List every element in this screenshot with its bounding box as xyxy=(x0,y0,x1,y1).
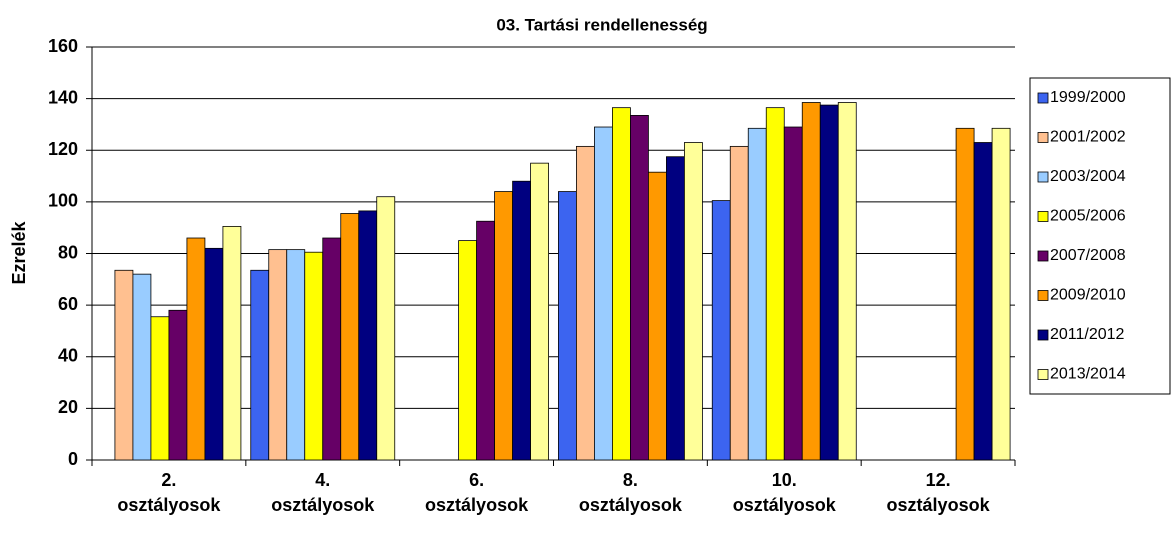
bar xyxy=(268,249,288,461)
legend-swatch xyxy=(1037,132,1049,143)
legend-label: 2013/2014 xyxy=(1050,366,1126,383)
bar xyxy=(150,316,170,461)
x-tick-label: 6. osztályosok xyxy=(425,470,529,515)
bar xyxy=(204,247,224,461)
bar xyxy=(991,127,1011,461)
y-tick-label: 160 xyxy=(48,36,78,56)
bar xyxy=(494,191,513,461)
chart-title: 03. Tartási rendellenesség xyxy=(496,15,707,34)
x-tick-label: 12. osztályosok xyxy=(886,470,990,515)
y-tick-label: 120 xyxy=(48,139,78,159)
bar xyxy=(358,210,378,461)
bar xyxy=(512,180,531,461)
y-tick-label: 0 xyxy=(68,449,78,469)
bar xyxy=(973,142,993,461)
bar xyxy=(612,107,631,461)
legend-swatch xyxy=(1037,211,1049,222)
legend-box xyxy=(1029,77,1171,395)
bar xyxy=(801,102,821,461)
bar xyxy=(576,145,595,461)
bar xyxy=(783,126,803,461)
legend-swatch xyxy=(1037,250,1049,262)
bar xyxy=(286,249,306,461)
bar xyxy=(340,213,360,461)
bar xyxy=(594,126,613,461)
bar xyxy=(250,269,270,461)
bar xyxy=(304,251,324,461)
bar xyxy=(837,102,857,461)
x-tick-label: 10. osztályosok xyxy=(732,470,836,515)
bar xyxy=(819,104,839,461)
legend-label: 2001/2002 xyxy=(1050,129,1126,146)
y-tick-label: 40 xyxy=(58,346,78,366)
bar xyxy=(630,115,649,461)
x-tick-label: 4. osztályosok xyxy=(271,470,375,515)
x-tick-label: 2. osztályosok xyxy=(117,470,221,515)
legend-label: 2003/2004 xyxy=(1050,168,1126,185)
legend-swatch xyxy=(1037,92,1049,104)
bar xyxy=(376,196,396,461)
bar xyxy=(530,162,549,461)
bar xyxy=(729,145,749,461)
bar xyxy=(747,127,767,461)
legend-label: 2007/2008 xyxy=(1050,247,1126,264)
bar xyxy=(666,156,685,461)
y-tick-label: 100 xyxy=(48,191,78,211)
legend-label: 2011/2012 xyxy=(1050,326,1125,343)
bar xyxy=(114,269,134,461)
bar xyxy=(558,191,577,461)
bar xyxy=(322,237,342,461)
y-axis-title: Ezrelék xyxy=(9,220,29,284)
bar xyxy=(132,273,152,461)
y-tick-label: 60 xyxy=(58,294,78,314)
bar xyxy=(186,237,206,461)
y-tick-label: 20 xyxy=(58,397,78,417)
bar xyxy=(476,220,495,461)
legend-label: 2009/2010 xyxy=(1050,287,1126,304)
legend-swatch xyxy=(1037,369,1049,380)
bar xyxy=(168,309,188,461)
legend-swatch xyxy=(1037,171,1049,183)
bar xyxy=(765,107,785,461)
bar xyxy=(222,225,242,461)
legend-swatch xyxy=(1037,329,1049,341)
y-tick-label: 80 xyxy=(58,242,78,262)
bar xyxy=(458,240,477,461)
bar xyxy=(684,142,703,461)
legend-label: 1999/2000 xyxy=(1050,89,1126,106)
y-tick-label: 140 xyxy=(48,87,78,107)
bar xyxy=(711,200,731,461)
x-tick-label: 8. osztályosok xyxy=(578,470,682,515)
legend-swatch xyxy=(1037,290,1049,301)
bar xyxy=(648,171,667,461)
bar xyxy=(955,127,975,461)
legend-label: 2005/2006 xyxy=(1050,208,1126,225)
